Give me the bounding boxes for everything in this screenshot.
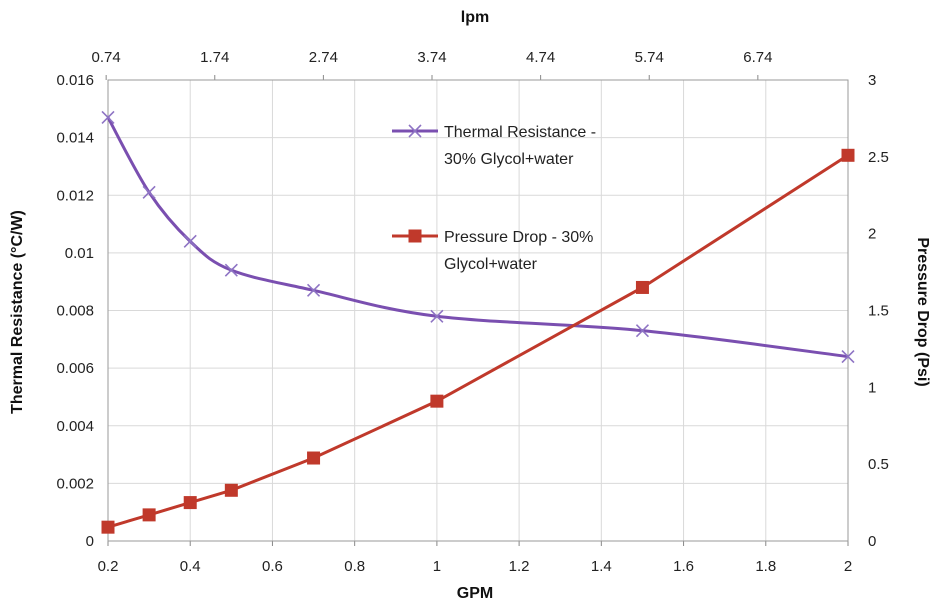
legend-label-line: Thermal Resistance - xyxy=(444,124,596,141)
legend-label-line: 30% Glycol+water xyxy=(444,151,574,168)
data-point-x-marker xyxy=(183,234,197,248)
x-tick-label: 1 xyxy=(433,558,441,575)
plot-area-border xyxy=(107,79,849,542)
legend-swatch-marker xyxy=(408,124,422,138)
x2-tick-label: 4.74 xyxy=(526,49,555,66)
x2-axis-title: lpm xyxy=(461,9,489,26)
y2-tick-label: 3 xyxy=(868,72,876,89)
tick-labels: 0.2 0.4 0.6 0.8 1 1.2 1.4 1.6 1.8 2 0.74 1.74 2.74 3.… xyxy=(56,49,888,575)
data-point-x-marker xyxy=(430,309,444,323)
legend: Thermal Resistance - 30% Glycol+water Pres… xyxy=(392,124,596,273)
y2-tick-label: 2.5 xyxy=(868,149,889,166)
data-point-x-marker xyxy=(224,263,238,277)
data-point-x-marker xyxy=(142,185,156,199)
data-point-square-marker xyxy=(142,508,156,522)
legend-label-line: Glycol+water xyxy=(444,256,538,273)
x-tick-label: 0.6 xyxy=(262,558,283,575)
x-tick-label: 1.4 xyxy=(591,558,612,575)
series-pressure-drop xyxy=(101,148,855,534)
y2-tick-label: 2 xyxy=(868,226,876,243)
data-point-x-marker xyxy=(841,350,855,364)
axes xyxy=(105,75,849,546)
x-tick-label: 2 xyxy=(844,558,852,575)
legend-label-line: Pressure Drop - 30% xyxy=(444,229,593,246)
legend-entry-pressure-drop: Pressure Drop - 30% Glycol+water xyxy=(392,229,593,273)
x2-tick-label: 2.74 xyxy=(309,49,338,66)
y2-tick-label: 0 xyxy=(868,533,876,550)
x2-tick-label: 5.74 xyxy=(635,49,664,66)
y-tick-label: 0 xyxy=(86,533,94,550)
y-tick-label: 0.008 xyxy=(56,303,94,320)
y2-axis-title: Pressure Drop (Psi) xyxy=(914,237,930,386)
data-point-x-marker xyxy=(101,110,115,125)
y-tick-label: 0.002 xyxy=(56,475,94,492)
data-point-square-marker xyxy=(183,496,197,510)
legend-entry-thermal-resistance: Thermal Resistance - 30% Glycol+water xyxy=(392,124,596,168)
x-tick-label: 1.2 xyxy=(509,558,530,575)
data-point-square-marker xyxy=(224,483,238,497)
data-point-square-marker xyxy=(635,280,649,294)
x2-tick-label: 1.74 xyxy=(200,49,229,66)
series-line xyxy=(107,154,849,529)
y-tick-label: 0.016 xyxy=(56,72,94,89)
y2-tick-label: 1 xyxy=(868,379,876,396)
series-line xyxy=(106,116,849,359)
data-point-x-marker xyxy=(635,324,650,338)
y-tick-label: 0.01 xyxy=(65,245,94,262)
series-group xyxy=(101,110,855,534)
y-tick-label: 0.004 xyxy=(56,418,94,435)
data-point-square-marker xyxy=(307,451,321,465)
x-tick-label: 1.6 xyxy=(673,558,694,575)
data-point-x-marker xyxy=(306,283,321,297)
x2-tick-label: 6.74 xyxy=(743,49,772,66)
y2-tick-label: 0.5 xyxy=(868,456,889,473)
data-point-square-marker xyxy=(841,148,855,162)
data-point-square-marker xyxy=(101,520,115,534)
data-point-square-marker xyxy=(430,394,444,408)
x-tick-label: 1.8 xyxy=(755,558,776,575)
x2-tick-label: 3.74 xyxy=(417,49,446,66)
legend-swatch-marker xyxy=(408,229,422,243)
x2-tick-label: 0.74 xyxy=(92,49,121,66)
x-axis-title: GPM xyxy=(457,585,493,602)
y-tick-label: 0.014 xyxy=(56,130,94,147)
y-axis-title: Thermal Resistance (°C/W) xyxy=(9,210,26,414)
y-tick-label: 0.006 xyxy=(56,360,94,377)
x-tick-label: 0.2 xyxy=(98,558,119,575)
y-tick-label: 0.012 xyxy=(56,187,94,204)
x-tick-label: 0.4 xyxy=(180,558,201,575)
x-tick-label: 0.8 xyxy=(344,558,365,575)
y2-tick-label: 1.5 xyxy=(868,303,889,320)
series-thermal-resistance xyxy=(101,110,855,364)
